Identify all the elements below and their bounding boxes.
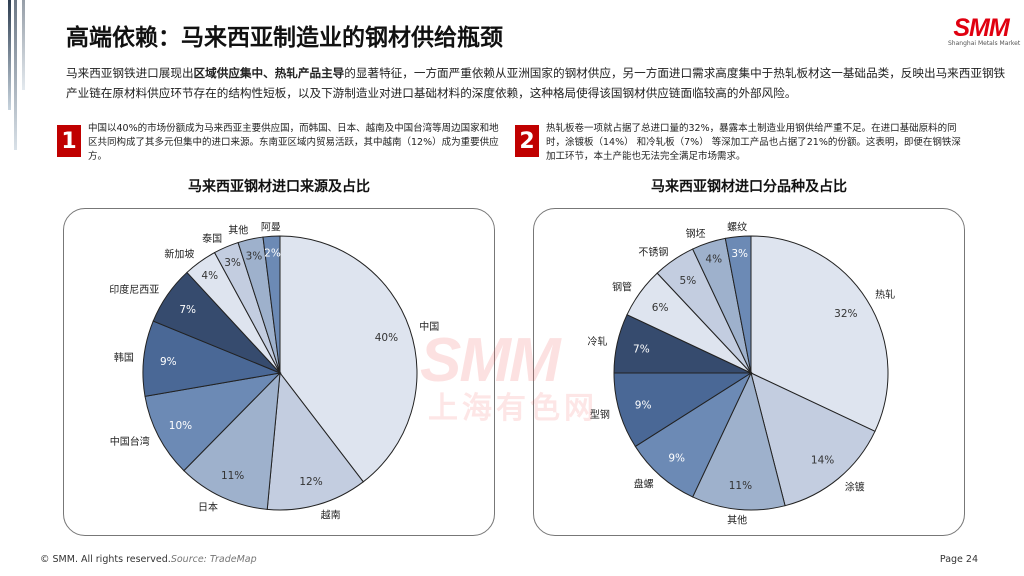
data-label: 3% bbox=[246, 250, 263, 262]
intro-paragraph: 马来西亚钢铁进口展现出区域供应集中、热轧产品主导的显著特征，一方面严重依赖从亚洲… bbox=[66, 66, 1006, 100]
category-label: 新加坡 bbox=[164, 248, 194, 261]
data-label: 12% bbox=[299, 476, 322, 488]
note-1: 1 中国以40%的市场份额成为马来西亚主要供应国，而韩国、日本、越南及中国台湾等… bbox=[57, 122, 508, 164]
page-title: 高端依赖：马来西亚制造业的钢材供给瓶颈 bbox=[66, 25, 503, 51]
chart-frame bbox=[533, 208, 965, 536]
page-number: Page 24 bbox=[939, 554, 978, 565]
note-2: 2 热轧板卷一项就占据了总进口量的32%，暴露本土制造业用钢供给严重不足。在进口… bbox=[515, 122, 966, 164]
category-label: 钢管 bbox=[612, 281, 632, 294]
chart-title-source: 马来西亚钢材进口来源及占比 bbox=[188, 179, 370, 195]
decor-bar bbox=[8, 0, 11, 110]
data-label: 11% bbox=[729, 480, 752, 492]
decor-bar bbox=[14, 0, 17, 150]
category-label: 中国台湾 bbox=[110, 435, 150, 448]
data-label: 9% bbox=[668, 452, 685, 464]
category-label: 冷轧 bbox=[588, 335, 608, 348]
data-label: 10% bbox=[169, 420, 192, 432]
data-label: 6% bbox=[652, 302, 669, 314]
category-label: 盘螺 bbox=[634, 477, 654, 490]
category-label: 螺纹 bbox=[727, 221, 747, 234]
category-label: 阿曼 bbox=[261, 221, 281, 233]
data-label: 32% bbox=[834, 308, 857, 320]
data-label: 9% bbox=[160, 356, 177, 368]
category-label: 韩国 bbox=[114, 351, 134, 364]
data-label: 2% bbox=[264, 248, 281, 260]
category-label: 其他 bbox=[727, 513, 747, 526]
pie-slice-螺纹 bbox=[724, 235, 752, 374]
pie-slice-中国 bbox=[279, 235, 418, 483]
pie-slice-中国台湾 bbox=[144, 372, 282, 472]
data-label: 5% bbox=[680, 275, 697, 287]
watermark-logo: SMM bbox=[420, 326, 561, 395]
decor-bar bbox=[22, 0, 25, 90]
category-label: 热轧 bbox=[875, 288, 895, 301]
data-label: 11% bbox=[221, 470, 244, 482]
pie-slice-热轧 bbox=[750, 235, 889, 432]
pie-slice-其他 bbox=[692, 371, 786, 511]
data-label: 3% bbox=[731, 248, 748, 260]
data-label: 7% bbox=[633, 343, 650, 355]
note-text: 中国以40%的市场份额成为马来西亚主要供应国，而韩国、日本、越南及中国台湾等周边… bbox=[88, 123, 499, 162]
category-label: 越南 bbox=[321, 508, 341, 521]
category-label: 型钢 bbox=[590, 408, 610, 421]
note-number: 1 bbox=[57, 125, 81, 157]
footer-copyright: © SMM. All rights reserved.Source: Trade… bbox=[40, 554, 257, 565]
category-label: 涂镀 bbox=[845, 480, 865, 493]
chart-title-product: 马来西亚钢材进口分品种及占比 bbox=[651, 179, 847, 195]
chart-frame bbox=[63, 208, 495, 536]
category-label: 其他 bbox=[228, 223, 248, 236]
data-label: 4% bbox=[201, 270, 218, 282]
data-label: 9% bbox=[635, 399, 652, 411]
data-label: 14% bbox=[811, 455, 834, 467]
pie-slice-涂镀 bbox=[750, 372, 876, 507]
pie-slice-越南 bbox=[266, 371, 364, 511]
data-label: 7% bbox=[179, 304, 196, 316]
category-label: 印度尼西亚 bbox=[109, 283, 159, 296]
category-label: 中国 bbox=[419, 320, 439, 333]
data-label: 40% bbox=[375, 332, 398, 344]
note-text: 热轧板卷一项就占据了总进口量的32%，暴露本土制造业用钢供给严重不足。在进口基础… bbox=[546, 123, 961, 162]
category-label: 钢坯 bbox=[686, 227, 706, 240]
watermark-text: 上海有色网 bbox=[428, 391, 598, 426]
data-label: 4% bbox=[705, 253, 722, 265]
category-label: 泰国 bbox=[202, 232, 222, 245]
smm-logo: SMM Shanghai Metals Market bbox=[948, 14, 1021, 48]
pie-slice-阿曼 bbox=[262, 235, 281, 374]
pie-slice-日本 bbox=[183, 371, 281, 510]
category-label: 不锈钢 bbox=[638, 245, 668, 258]
note-number: 2 bbox=[515, 125, 539, 157]
category-label: 日本 bbox=[198, 500, 218, 513]
data-label: 3% bbox=[224, 257, 241, 269]
